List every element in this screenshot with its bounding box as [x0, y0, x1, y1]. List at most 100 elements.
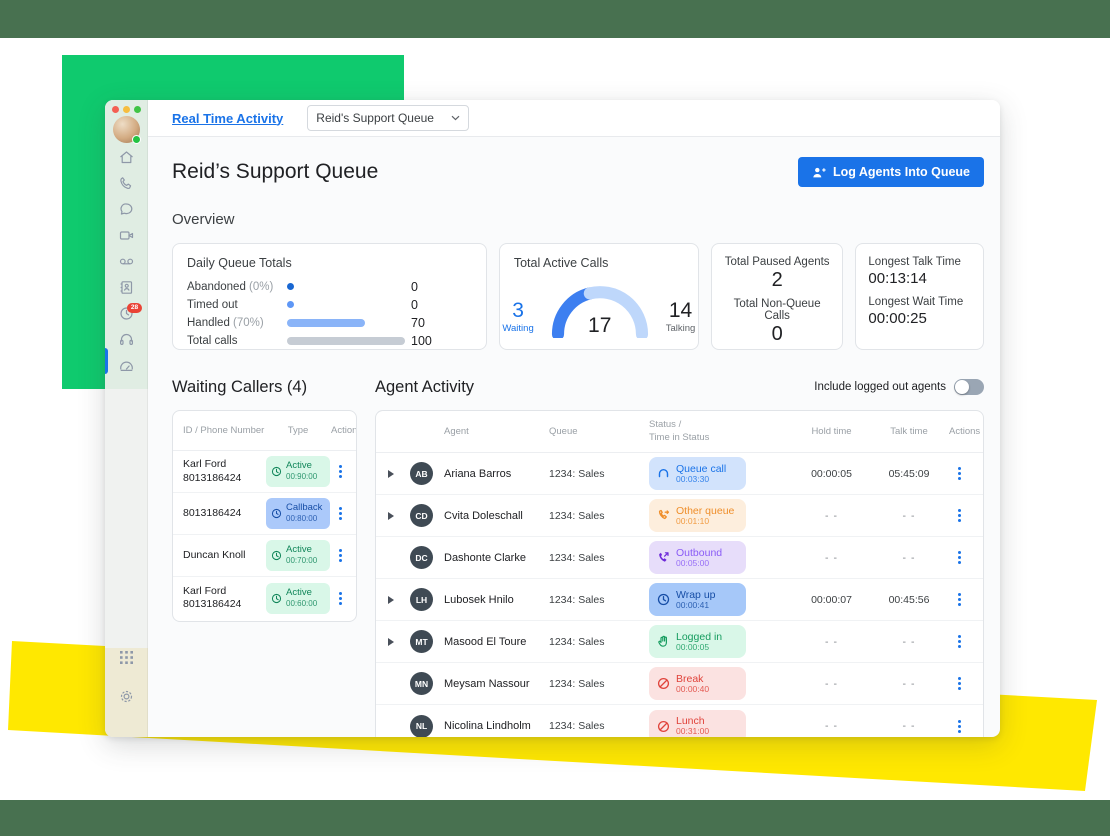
real-time-activity-link[interactable]: Real Time Activity [172, 110, 284, 126]
status-badge: Active 00:60:00 [266, 582, 330, 614]
clock-icon [657, 593, 670, 606]
caller-name: Duncan Knoll [183, 548, 246, 561]
hold-time: - - [825, 509, 838, 522]
sidebar-item-home[interactable] [118, 149, 135, 166]
close-window-icon[interactable] [112, 106, 119, 113]
talk-time: - - [902, 677, 916, 690]
agent-avatar: NL [410, 714, 433, 737]
total-active-value: 17 [588, 314, 612, 337]
total-active-calls-card: Total Active Calls 3 Waiting [498, 243, 699, 350]
sidebar-item-support[interactable] [118, 331, 135, 348]
app-window: 28 Real Time Ac [105, 100, 1000, 737]
agent-avatar: AB [410, 462, 433, 485]
agent-queue: 1234: Sales [549, 593, 605, 606]
col-header-type[interactable]: Type [287, 425, 309, 436]
sidebar-item-messages[interactable] [118, 201, 135, 218]
status-badge: Other queue 00:01:10 [649, 499, 746, 532]
expand-row-icon[interactable] [388, 469, 394, 478]
row-actions-menu[interactable] [954, 549, 971, 566]
col-header-id[interactable]: ID / Phone Number [183, 425, 265, 436]
col-header-queue[interactable]: Queue [549, 426, 578, 437]
agent-row: AB Ariana Barros 1234: Sales Queue call 0… [376, 453, 983, 495]
hold-time: 00:00:05 [811, 467, 852, 480]
sidebar-item-voicemail[interactable] [118, 253, 135, 270]
card-title: Total Active Calls [513, 256, 609, 270]
queue-selector-value: Reid's Support Queue [316, 111, 434, 125]
phone-outbound-icon [659, 552, 669, 562]
col-header-status[interactable]: Status / Time in Status [649, 419, 710, 443]
user-avatar[interactable] [113, 116, 141, 144]
status-badge: Break 00:00:40 [649, 667, 746, 700]
window-controls[interactable] [112, 106, 141, 113]
agent-name: Lubosek Hnilo [444, 593, 514, 606]
row-actions-menu[interactable] [335, 590, 346, 607]
row-actions-menu[interactable] [954, 718, 971, 735]
row-actions-menu[interactable] [335, 505, 346, 522]
hold-time: - - [825, 677, 838, 690]
talking-stat: 14 Talking [665, 299, 696, 334]
maximize-window-icon[interactable] [134, 106, 141, 113]
waiting-stat: 3 Waiting [502, 299, 534, 334]
row-actions-menu[interactable] [335, 463, 346, 480]
hold-time: - - [825, 635, 838, 648]
row-actions-menu[interactable] [954, 633, 971, 650]
phone-forward-icon [658, 509, 670, 520]
minimize-window-icon[interactable] [123, 106, 130, 113]
agent-row: LH Lubosek Hnilo 1234: Sales Wrap up 00:0… [376, 579, 983, 621]
longest-times-card: Longest Talk Time 00:13:14 Longest Wait … [855, 243, 984, 350]
home-icon [120, 151, 133, 164]
headset-icon [658, 469, 669, 478]
row-actions-menu[interactable] [954, 591, 971, 608]
status-badge: Active 00:90:00 [266, 456, 330, 487]
non-queue-calls-value: 0 [771, 323, 783, 345]
apps-grid-icon [120, 651, 133, 664]
clock-callback-icon [271, 508, 282, 519]
sidebar-item-history[interactable]: 28 [118, 303, 142, 322]
toggle-knob [955, 380, 969, 394]
video-icon [119, 231, 134, 240]
expand-row-icon[interactable] [388, 595, 394, 604]
waiting-caller-row: Karl Ford 8013186424 Active 00:90:00 [173, 451, 356, 493]
status-badge: Lunch 00:31:00 [649, 709, 746, 737]
sidebar-item-contacts[interactable] [118, 279, 135, 296]
page-title: Reid’s Support Queue [172, 160, 379, 183]
col-header-talk[interactable]: Talk time [890, 426, 928, 437]
sidebar-item-dashboard[interactable] [118, 357, 135, 374]
log-agents-button[interactable]: Log Agents Into Queue [797, 157, 984, 187]
sidebar-item-settings[interactable] [118, 688, 135, 705]
paused-agents-value: 2 [771, 269, 783, 291]
row-actions-menu[interactable] [954, 465, 971, 482]
row-actions-menu[interactable] [954, 675, 971, 692]
headset-icon [119, 333, 134, 345]
agent-name: Cvita Doleschall [444, 509, 523, 522]
settings-gear-icon [120, 690, 133, 703]
agent-activity-section: Agent Activity Include logged out agents… [375, 374, 984, 737]
status-badge: Logged in 00:00:05 [649, 625, 746, 658]
active-nav-indicator [105, 348, 108, 374]
page-content: Reid’s Support Queue Log Agents Into Que… [148, 137, 1000, 737]
waiting-callers-table: ID / Phone Number Type Action Karl Ford 8… [172, 410, 357, 622]
logged-out-agents-toggle[interactable] [954, 379, 984, 395]
sidebar-item-calls[interactable] [118, 175, 135, 192]
row-actions-menu[interactable] [954, 507, 971, 524]
col-header-agent[interactable]: Agent [444, 426, 469, 437]
expand-row-icon[interactable] [388, 637, 394, 646]
caller-name: Karl Ford [183, 458, 227, 471]
overview-heading: Overview [172, 211, 235, 228]
caller-number: 8013186424 [183, 598, 242, 610]
agent-avatar: CD [410, 504, 433, 527]
talk-time: 00:45:56 [888, 593, 930, 606]
agent-row: CD Cvita Doleschall 1234: Sales Other qu… [376, 495, 983, 537]
sidebar-item-apps[interactable] [119, 649, 134, 666]
queue-selector-dropdown[interactable]: Reid's Support Queue [307, 105, 470, 131]
col-header-hold[interactable]: Hold time [811, 426, 852, 437]
col-header-action: Action [331, 425, 357, 436]
sidebar-item-meetings[interactable] [118, 227, 135, 244]
waiting-caller-row: 8013186424 Callback 00:80:00 [173, 493, 356, 535]
phone-slash-icon [657, 677, 670, 690]
status-badge: Callback 00:80:00 [266, 498, 330, 529]
expand-row-icon[interactable] [388, 511, 394, 520]
voicemail-icon [119, 258, 134, 265]
agent-row: NL Nicolina Lindholm 1234: Sales Lunch 00… [376, 705, 983, 737]
row-actions-menu[interactable] [335, 547, 346, 564]
